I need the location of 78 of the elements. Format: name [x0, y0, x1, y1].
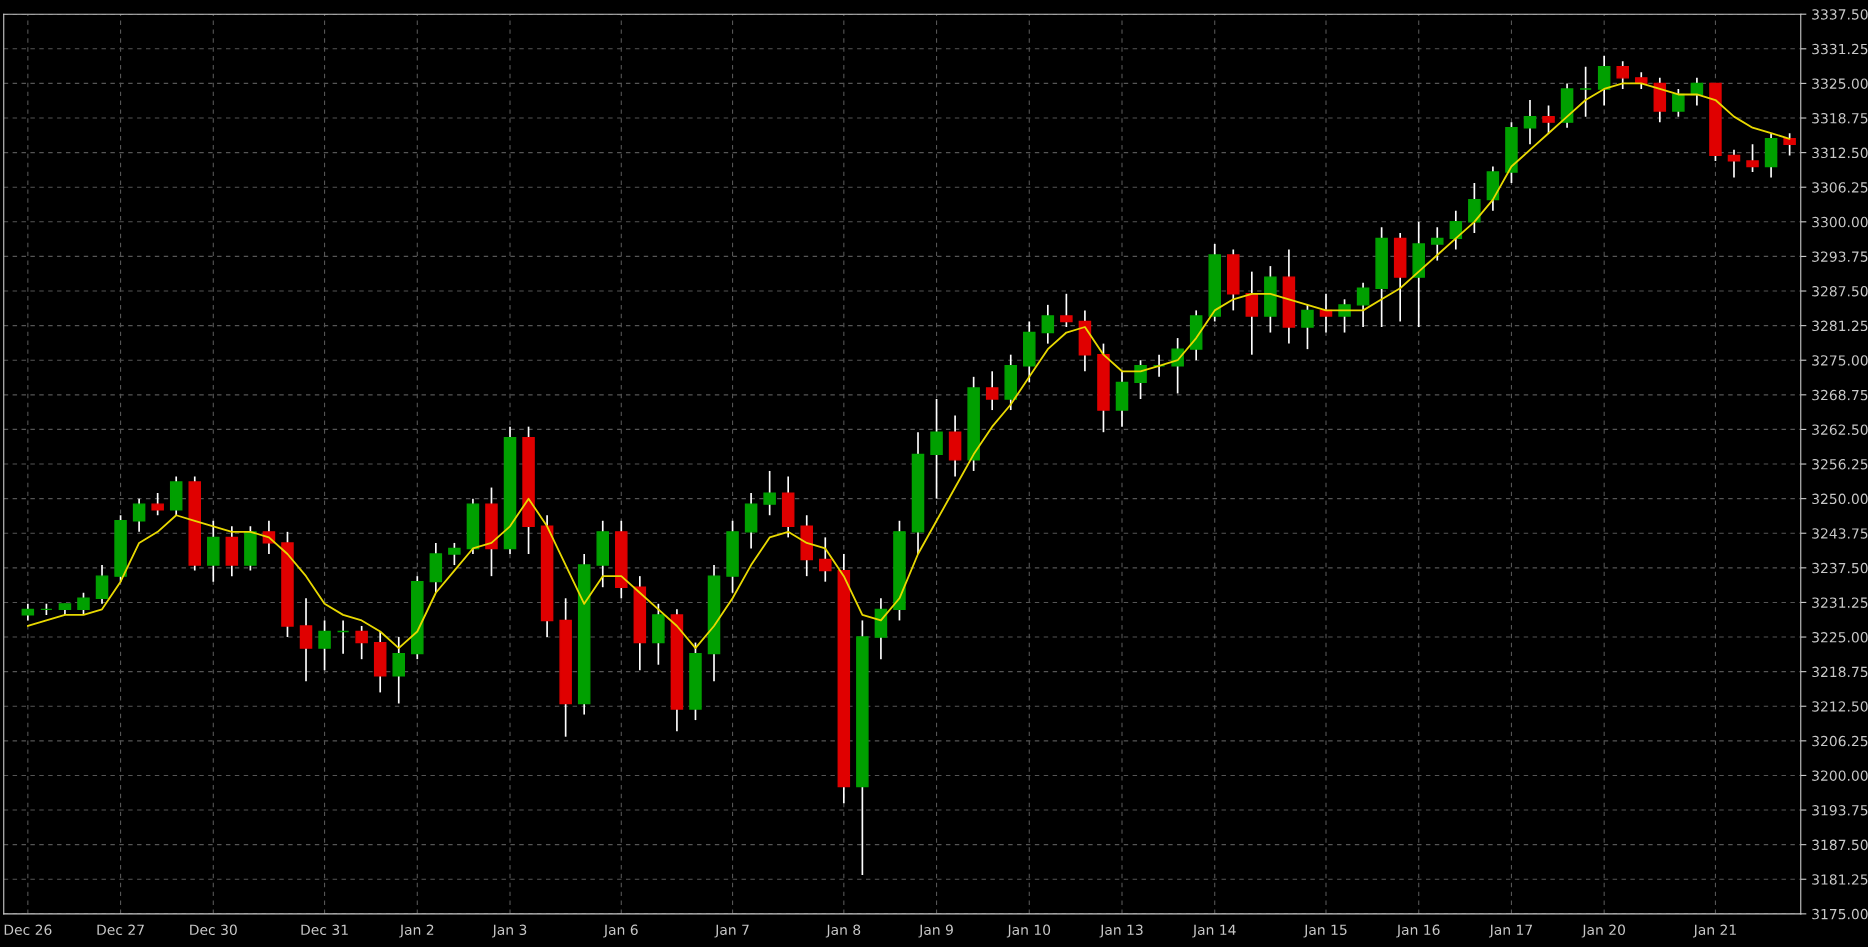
y-tick-label: 3275.00 — [1812, 355, 1868, 366]
candlestick — [1523, 99, 1537, 146]
y-tick-label: 3331.25 — [1812, 43, 1868, 55]
candlestick — [1672, 88, 1685, 118]
y-tick-label: 3300.00 — [1812, 216, 1868, 228]
candlestick — [763, 470, 776, 517]
candlestick — [985, 370, 999, 411]
candlestick — [1431, 226, 1444, 262]
y-tick-label: 3325.00 — [1812, 78, 1868, 89]
y-tick-label: 3318.75 — [1812, 112, 1868, 124]
candlestick — [1727, 149, 1741, 179]
x-tick-label: Dec 31 — [301, 924, 348, 936]
y-tick-label: 3243.75 — [1812, 528, 1868, 539]
candlestick — [151, 492, 164, 517]
x-tick-label: Jan 21 — [1692, 924, 1736, 938]
y-tick-label: 3225.00 — [1812, 632, 1868, 643]
candlestick — [1301, 304, 1314, 350]
candlestick — [819, 536, 832, 583]
y-tick-label: 3268.75 — [1812, 389, 1868, 401]
y-tick-label: 3181.25 — [1812, 874, 1868, 885]
candlestick — [1579, 65, 1592, 118]
candlestick — [355, 625, 368, 661]
x-tick-label: Jan 2 — [399, 924, 434, 938]
y-tick-label: 3193.75 — [1812, 805, 1868, 816]
y-tick-label: 3281.25 — [1812, 320, 1868, 332]
candlestick — [1041, 304, 1055, 345]
x-tick-label: Jan 10 — [1006, 924, 1051, 938]
candlestick — [392, 636, 406, 705]
y-tick-label: 3237.50 — [1812, 562, 1868, 574]
y-tick-label: 3187.50 — [1812, 839, 1868, 851]
candlestick — [318, 619, 331, 672]
y-tick-label: 3256.25 — [1812, 459, 1868, 470]
candlestick — [1060, 292, 1073, 328]
y-tick-label: 3287.50 — [1812, 285, 1868, 297]
x-tick-label: Jan 17 — [1488, 924, 1533, 938]
y-tick-label: 3337.50 — [1812, 9, 1868, 20]
y-tick-label: 3206.25 — [1812, 735, 1868, 747]
x-tick-label: Jan 3 — [491, 924, 527, 938]
candlestick — [1356, 281, 1370, 328]
candlestick — [77, 591, 90, 616]
candlestick — [1783, 132, 1796, 157]
x-tick-label: Jan 8 — [825, 924, 861, 938]
x-tick-label: Jan 9 — [918, 924, 953, 938]
candlestick — [336, 619, 350, 655]
candlestick — [299, 597, 313, 683]
candlestick — [1245, 270, 1259, 356]
x-tick-label: Dec 27 — [97, 924, 144, 936]
x-tick-label: Dec 30 — [190, 924, 237, 936]
y-tick-label: 3200.00 — [1812, 770, 1868, 781]
y-tick-label: 3250.00 — [1812, 493, 1868, 505]
y-tick-label: 3212.50 — [1812, 701, 1868, 712]
candlestick — [930, 398, 943, 500]
y-tick-label: 3306.25 — [1812, 182, 1868, 193]
y-tick-label: 3175.00 — [1812, 908, 1868, 920]
candlestick — [1171, 337, 1184, 395]
candlestick — [448, 542, 461, 566]
y-tick-label: 3312.50 — [1812, 147, 1868, 159]
y-tick-label: 3231.25 — [1812, 597, 1868, 608]
x-tick-label: Jan 6 — [603, 924, 638, 938]
x-tick-label: Dec 26 — [4, 924, 52, 936]
x-tick-label: Jan 13 — [1099, 924, 1143, 938]
x-tick-label: Jan 16 — [1396, 924, 1440, 938]
candlestick — [1468, 182, 1481, 234]
y-tick-label: 3218.75 — [1812, 666, 1868, 678]
candlestick — [1746, 143, 1759, 173]
candlestick — [132, 497, 146, 533]
y-tick-label: 3262.50 — [1812, 424, 1868, 435]
candlestick — [95, 564, 109, 605]
x-tick-label: Jan 20 — [1581, 924, 1625, 938]
y-tick-label: 3293.75 — [1812, 251, 1868, 262]
x-tick-label: Jan 15 — [1303, 924, 1347, 938]
candlestick — [1449, 209, 1463, 251]
candlestick — [1616, 60, 1629, 90]
x-tick-label: Jan 7 — [714, 924, 749, 938]
candlestick — [1542, 104, 1555, 135]
candlestick — [1597, 54, 1611, 107]
x-tick-label: Jan 14 — [1192, 924, 1236, 938]
candlestick — [1134, 359, 1147, 400]
